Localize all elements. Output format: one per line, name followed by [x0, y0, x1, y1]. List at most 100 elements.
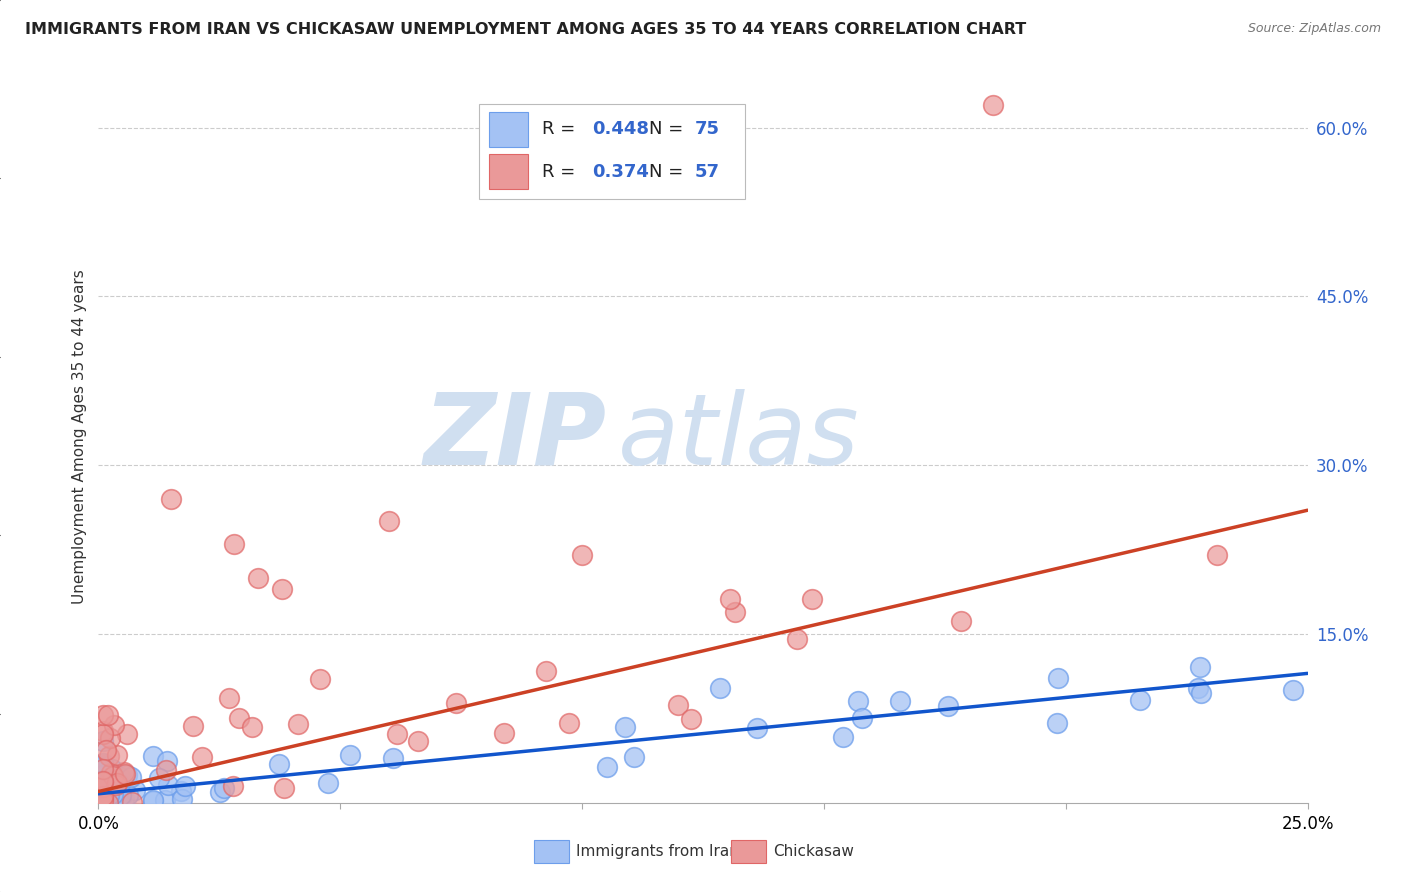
- Point: [107, 778, 129, 792]
- Point: [377, 515, 399, 529]
- Text: 0.374: 0.374: [592, 162, 648, 180]
- Point: [91, 793, 114, 807]
- Point: [91, 758, 114, 772]
- Point: [91, 788, 114, 802]
- Point: [724, 605, 747, 619]
- Point: [91, 727, 114, 741]
- Y-axis label: Unemployment Among Ages 35 to 44 years: Unemployment Among Ages 35 to 44 years: [72, 269, 87, 605]
- Point: [98, 789, 121, 803]
- Point: [273, 781, 295, 796]
- Point: [191, 750, 214, 764]
- Point: [981, 98, 1004, 112]
- Point: [1206, 548, 1229, 562]
- Point: [101, 769, 124, 783]
- Point: [91, 790, 114, 805]
- Text: Chickasaw: Chickasaw: [773, 845, 855, 859]
- Point: [666, 698, 689, 713]
- Point: [174, 779, 197, 793]
- Point: [108, 770, 131, 784]
- Point: [103, 718, 125, 732]
- Point: [267, 757, 290, 772]
- Point: [94, 743, 117, 757]
- Point: [155, 763, 177, 777]
- Point: [115, 727, 138, 741]
- Point: [91, 795, 114, 809]
- Point: [91, 779, 114, 793]
- Point: [101, 787, 124, 801]
- Point: [91, 762, 114, 776]
- Point: [117, 788, 139, 802]
- Text: 57: 57: [695, 162, 720, 180]
- Text: N =: N =: [648, 120, 689, 138]
- Point: [100, 783, 122, 797]
- Point: [170, 784, 193, 798]
- Point: [240, 720, 263, 734]
- Point: [156, 778, 179, 792]
- Point: [93, 784, 115, 798]
- Point: [91, 724, 114, 739]
- Point: [534, 664, 557, 678]
- Point: [156, 754, 179, 768]
- Point: [107, 776, 129, 790]
- Point: [101, 784, 124, 798]
- Point: [105, 748, 128, 763]
- Point: [222, 779, 245, 793]
- Text: Immigrants from Iran: Immigrants from Iran: [576, 845, 740, 859]
- Text: 75: 75: [695, 120, 720, 138]
- Point: [247, 571, 270, 585]
- FancyBboxPatch shape: [479, 104, 745, 200]
- Point: [444, 697, 467, 711]
- Point: [287, 717, 309, 731]
- Point: [709, 681, 731, 696]
- Point: [1046, 671, 1069, 685]
- Point: [153, 793, 176, 807]
- Point: [623, 750, 645, 764]
- Point: [97, 772, 120, 787]
- Point: [1187, 681, 1209, 695]
- Point: [121, 795, 143, 809]
- Point: [148, 771, 170, 785]
- Point: [571, 548, 593, 562]
- Point: [91, 759, 114, 773]
- Point: [208, 785, 231, 799]
- Point: [222, 537, 245, 551]
- Point: [91, 708, 114, 723]
- Point: [172, 791, 194, 805]
- Point: [141, 748, 163, 763]
- Point: [142, 793, 165, 807]
- Point: [718, 592, 741, 607]
- Point: [98, 789, 121, 803]
- Point: [91, 756, 114, 770]
- Point: [121, 770, 143, 784]
- Point: [212, 780, 235, 795]
- Point: [97, 791, 120, 805]
- Point: [385, 727, 408, 741]
- Point: [97, 707, 120, 722]
- Text: R =: R =: [543, 162, 581, 180]
- Text: Source: ZipAtlas.com: Source: ZipAtlas.com: [1247, 22, 1381, 36]
- Point: [91, 772, 114, 786]
- Text: IMMIGRANTS FROM IRAN VS CHICKASAW UNEMPLOYMENT AMONG AGES 35 TO 44 YEARS CORRELA: IMMIGRANTS FROM IRAN VS CHICKASAW UNEMPL…: [25, 22, 1026, 37]
- Point: [91, 768, 114, 782]
- Point: [851, 710, 873, 724]
- Point: [91, 734, 114, 748]
- Point: [339, 747, 361, 762]
- Point: [115, 768, 138, 782]
- Point: [91, 780, 114, 794]
- Point: [97, 785, 120, 799]
- Point: [98, 731, 121, 745]
- Text: N =: N =: [648, 162, 689, 180]
- Point: [97, 778, 120, 792]
- Point: [936, 698, 959, 713]
- Point: [114, 767, 136, 781]
- Point: [1189, 660, 1212, 674]
- Point: [1046, 716, 1069, 731]
- Point: [1189, 686, 1212, 700]
- Point: [91, 779, 114, 793]
- Point: [1281, 683, 1303, 698]
- Point: [316, 776, 339, 790]
- Text: 0.448: 0.448: [592, 120, 648, 138]
- Point: [613, 720, 636, 734]
- Point: [112, 764, 135, 779]
- Bar: [489, 112, 527, 146]
